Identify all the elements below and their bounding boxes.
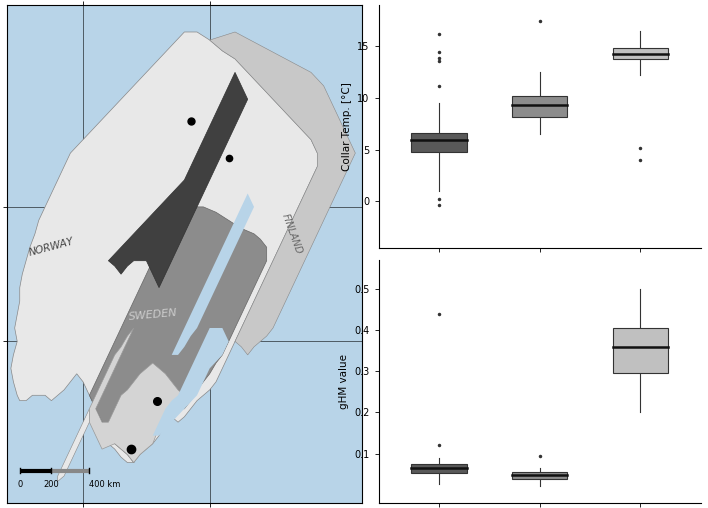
Text: FINLAND: FINLAND (280, 212, 304, 256)
Text: NORWAY: NORWAY (28, 236, 75, 258)
Text: 200: 200 (43, 480, 59, 489)
Polygon shape (108, 72, 248, 288)
Polygon shape (58, 409, 89, 482)
Polygon shape (210, 32, 355, 355)
Text: 400 km: 400 km (89, 480, 121, 489)
Text: 0: 0 (17, 480, 23, 489)
Polygon shape (172, 194, 254, 355)
Bar (512, 472, 567, 479)
Polygon shape (89, 207, 267, 463)
Bar (613, 328, 668, 373)
Text: SWEDEN: SWEDEN (128, 307, 178, 322)
Bar (512, 96, 567, 117)
Bar (411, 133, 467, 152)
Y-axis label: Collar Temp. [°C]: Collar Temp. [°C] (342, 82, 352, 171)
Bar (613, 48, 668, 59)
Polygon shape (11, 32, 317, 463)
Polygon shape (153, 328, 229, 436)
Polygon shape (89, 328, 184, 463)
Bar (411, 464, 467, 473)
Y-axis label: gHM value: gHM value (338, 354, 348, 409)
